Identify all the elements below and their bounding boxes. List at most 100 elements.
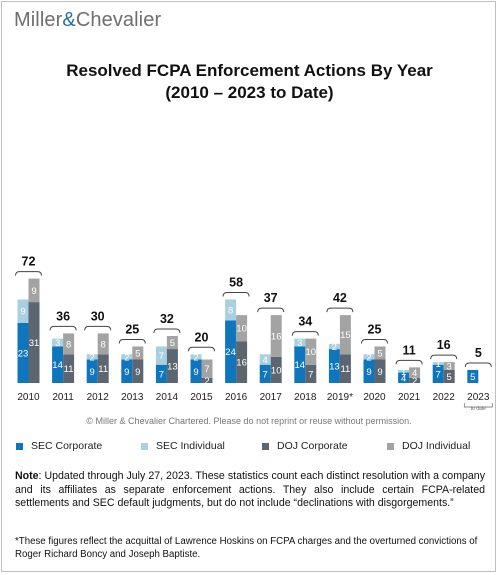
bar-doj-corporate-2022 [443, 369, 455, 383]
total-label-2018: 34 [298, 315, 312, 329]
labels-layer: 2393197220101431183620119211830201292952… [15, 255, 493, 412]
chart-title-line2: (2010 – 2023 to Date) [165, 83, 334, 102]
bar-doj-individual-2015 [201, 359, 213, 378]
x-tick-label: 2016 [225, 392, 248, 403]
bar-value-label: 1 [401, 367, 406, 378]
bar-value-label: 13 [329, 362, 340, 373]
bar-sec-corporate-2019 [328, 349, 340, 383]
bar-value-label: 23 [18, 348, 29, 359]
bar-sec-corporate-2017 [259, 364, 271, 383]
bar-value-label: 2 [193, 352, 198, 363]
legend-label: SEC Corporate [31, 440, 103, 452]
note-paragraph: Note: Updated through July 27, 2023. The… [15, 470, 485, 511]
bar-doj-corporate-2018 [305, 364, 317, 383]
bar-value-label: 8 [66, 339, 71, 350]
bar-sec-individual-2021 [398, 369, 410, 373]
bar-value-label: 9 [20, 307, 25, 318]
bar-sec-individual-2010 [17, 299, 29, 323]
bar-value-label: 7 [308, 369, 313, 380]
total-label-2020: 25 [368, 322, 382, 336]
bar-sec-corporate-2013 [121, 359, 133, 383]
total-label-2013: 25 [125, 322, 139, 336]
bar-value-label: 5 [447, 372, 452, 383]
x-tick-label: 2010 [17, 392, 40, 403]
bar-value-label: 16 [236, 358, 247, 369]
bar-value-label: 9 [135, 367, 140, 378]
bar-sec-corporate-2010 [17, 322, 29, 383]
legend-label: DOJ Corporate [277, 440, 348, 452]
legend-item-doj-corporate: DOJ Corporate [262, 440, 348, 452]
bar-doj-individual-2014 [166, 336, 178, 350]
bar-value-label: 13 [167, 362, 178, 373]
bar-sec-corporate-2020 [363, 359, 375, 383]
to-date-bracket [463, 403, 493, 408]
legend-swatch [16, 442, 23, 450]
total-label-2016: 58 [229, 275, 243, 289]
bar-doj-corporate-2019 [339, 354, 351, 383]
bar-sec-individual-2011 [52, 338, 64, 347]
bar-sec-corporate-2015 [190, 359, 202, 383]
bar-sec-corporate-2016 [225, 320, 237, 383]
total-bracket [118, 338, 146, 344]
bar-value-label: 5 [377, 348, 382, 359]
bar-sec-individual-2019 [328, 343, 340, 350]
brand-ampersand: & [62, 9, 76, 31]
bar-sec-corporate-2011 [52, 346, 64, 383]
bar-value-label: 10 [306, 347, 317, 358]
bar-value-label: 7 [159, 369, 164, 380]
x-tick-label: 2017 [260, 392, 283, 403]
bar-value-label: 4 [401, 373, 406, 384]
bar-doj-individual-2022 [443, 362, 455, 370]
bar-sec-individual-2012 [86, 354, 98, 360]
total-bracket [395, 359, 423, 365]
bar-doj-individual-2016 [236, 315, 248, 342]
x-tick-label: 2012 [87, 392, 110, 403]
bar-value-label: 3 [297, 338, 302, 349]
bar-value-label: 5 [170, 338, 175, 349]
bar-value-label: 14 [295, 360, 306, 371]
bar-doj-corporate-2020 [374, 359, 386, 383]
total-label-2017: 37 [264, 291, 278, 305]
total-bracket [464, 362, 492, 367]
total-bracket [49, 325, 77, 331]
footnote: *These figures reflect the acquittal of … [15, 536, 478, 560]
bar-doj-individual-2011 [63, 333, 75, 355]
bar-sec-individual-2018 [294, 338, 306, 347]
bar-value-label: 2 [332, 342, 337, 353]
bar-value-label: 2 [124, 352, 129, 363]
bar-value-label: 8 [101, 339, 106, 350]
bar-doj-individual-2020 [374, 346, 386, 360]
bar-doj-corporate-2021 [409, 377, 421, 383]
legend-swatch [262, 442, 269, 450]
legend-label: DOJ Individual [402, 440, 471, 452]
bar-value-label: 10 [271, 365, 282, 376]
bar-value-label: 14 [52, 360, 63, 371]
bar-doj-individual-2018 [305, 338, 317, 365]
bar-value-label: 2 [90, 352, 95, 363]
bar-sec-individual-2020 [363, 354, 375, 360]
total-bracket [257, 307, 285, 313]
bar-sec-corporate-2012 [86, 359, 98, 383]
total-label-2019: 42 [333, 291, 347, 305]
bar-value-label: 5 [470, 372, 475, 383]
legend-item-sec-corporate: SEC Corporate [16, 440, 102, 452]
brand-logo: Miller&Chevalier [14, 9, 161, 32]
note-text: : Updated through July 27, 2023. These s… [15, 470, 485, 510]
bar-value-label: 4 [263, 355, 268, 366]
total-bracket [326, 307, 354, 313]
bar-value-label: 3 [447, 362, 452, 373]
bar-doj-individual-2010 [28, 278, 40, 303]
legend-swatch [387, 442, 394, 450]
bar-doj-corporate-2011 [63, 354, 75, 383]
bar-sec-corporate-2022 [432, 364, 444, 383]
total-bracket [188, 346, 215, 352]
total-label-2012: 30 [91, 309, 105, 323]
bar-doj-corporate-2010 [28, 302, 40, 383]
total-bracket [153, 328, 181, 334]
bar-value-label: 31 [29, 338, 40, 349]
bar-doj-corporate-2016 [236, 341, 248, 383]
chart-title-line1: Resolved FCPA Enforcement Actions By Yea… [66, 61, 433, 80]
bar-value-label: 2 [204, 376, 209, 387]
bar-sec-corporate-2023 [467, 369, 479, 383]
